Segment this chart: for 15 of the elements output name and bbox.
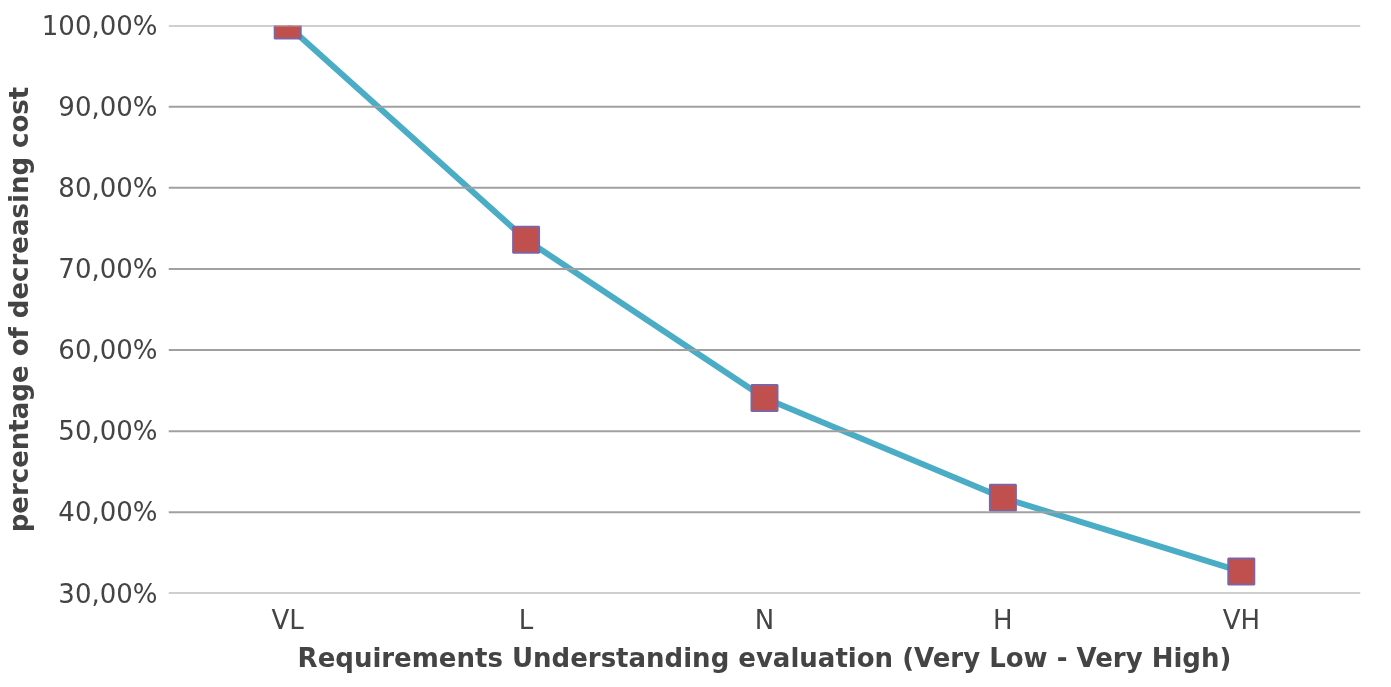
y-tick-label: 80,00% — [58, 172, 158, 203]
y-tick-label: 50,00% — [58, 416, 158, 447]
x-tick-label: VH — [1222, 604, 1260, 635]
y-tick-label: 90,00% — [58, 91, 158, 122]
x-tick-label: N — [754, 604, 775, 635]
y-tick-label: 30,00% — [58, 578, 158, 609]
x-tick-label: VL — [271, 604, 305, 635]
y-tick-label: 60,00% — [58, 335, 158, 366]
y-tick-label: 40,00% — [58, 497, 158, 528]
x-axis-title: Requirements Understanding evaluation (Very Low - Very High) — [297, 642, 1232, 673]
y-axis-title: percentage of decreasing cost — [3, 86, 34, 533]
x-tick-label: L — [518, 604, 534, 635]
y-tick-label: 100,00% — [41, 10, 158, 41]
x-tick-label: H — [993, 604, 1013, 635]
y-tick-label: 70,00% — [58, 253, 158, 284]
